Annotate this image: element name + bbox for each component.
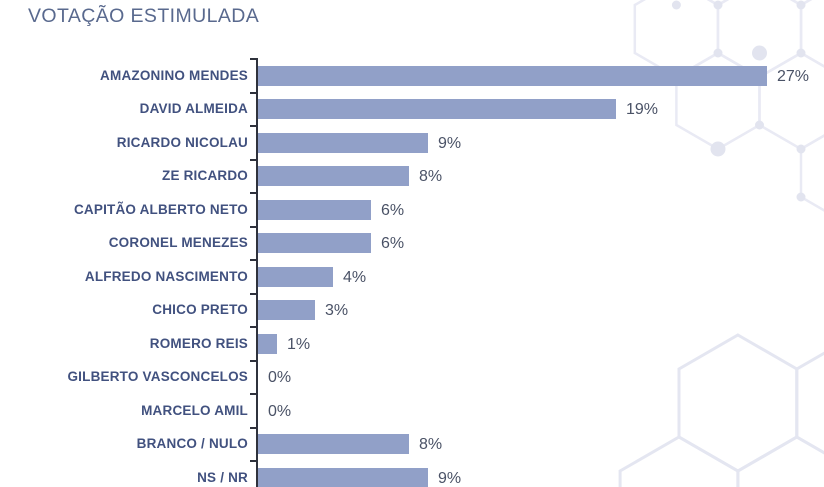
- axis-tick: [250, 259, 257, 261]
- category-label: ZE RICARDO: [162, 168, 248, 183]
- bar: [258, 434, 409, 454]
- axis-tick: [250, 326, 257, 328]
- bar: [258, 65, 767, 86]
- chart-row: AMAZONINO MENDES 27%: [0, 65, 824, 86]
- axis-tick: [250, 125, 257, 127]
- bar: [258, 166, 409, 186]
- chart-row: MARCELO AMIL 0%: [0, 401, 824, 421]
- bar: [258, 99, 616, 119]
- bar: [258, 266, 333, 287]
- axis-tick: [250, 393, 257, 395]
- axis-tick: [250, 359, 257, 362]
- category-label: CORONEL MENEZES: [108, 235, 248, 250]
- axis-tick: [250, 91, 257, 94]
- category-label: AMAZONINO MENDES: [100, 67, 248, 83]
- category-label: RICARDO NICOLAU: [116, 134, 248, 150]
- value-label: 0%: [268, 402, 292, 420]
- chart-row: GILBERTO VASCONCELOS 0%: [0, 367, 824, 387]
- chart-title: VOTAÇÃO ESTIMULADA: [28, 5, 260, 27]
- axis-tick: [250, 158, 257, 161]
- value-label: 1%: [287, 335, 311, 353]
- value-label: 6%: [381, 201, 405, 219]
- category-label: CAPITÃO ALBERTO NETO: [73, 201, 248, 217]
- category-label: ALFREDO NASCIMENTO: [84, 268, 248, 284]
- category-label: ROMERO REIS: [149, 335, 248, 351]
- chart-row: RICARDO NICOLAU 9%: [0, 132, 824, 153]
- chart-row: CAPITÃO ALBERTO NETO 6%: [0, 199, 824, 220]
- bar: [258, 300, 315, 320]
- axis-tick: [250, 292, 257, 295]
- chart-row: ZE RICARDO 8%: [0, 166, 824, 186]
- value-label: 19%: [626, 101, 659, 118]
- axis-tick: [250, 192, 257, 194]
- value-label: 0%: [268, 369, 292, 386]
- category-label: GILBERTO VASCONCELOS: [67, 369, 248, 384]
- chart-row: CHICO PRETO 3%: [0, 300, 824, 320]
- value-label: 4%: [343, 268, 367, 286]
- bar: [258, 233, 371, 253]
- chart-row: DAVID ALMEIDA 19%: [0, 99, 824, 119]
- value-label: 27%: [777, 67, 810, 85]
- chart-row: CORONEL MENEZES 6%: [0, 233, 824, 253]
- axis-tick: [250, 426, 257, 429]
- bar: [258, 467, 428, 487]
- axis-tick: [250, 460, 257, 462]
- chart-row: ROMERO REIS 1%: [0, 333, 824, 354]
- category-label: CHICO PRETO: [152, 302, 248, 317]
- bar: [258, 199, 371, 220]
- category-label: NS / NR: [197, 469, 248, 485]
- value-label: 6%: [381, 235, 405, 252]
- category-label: DAVID ALMEIDA: [139, 101, 248, 116]
- chart-row: BRANCO / NULO 8%: [0, 434, 824, 454]
- axis-tick: [250, 58, 257, 60]
- value-label: 3%: [325, 302, 349, 319]
- axis-tick: [250, 225, 257, 228]
- category-label: BRANCO / NULO: [136, 436, 248, 451]
- chart-row: ALFREDO NASCIMENTO 4%: [0, 266, 824, 287]
- value-label: 9%: [438, 469, 462, 487]
- value-label: 8%: [419, 436, 443, 453]
- y-axis-line: [256, 58, 258, 487]
- bar: [258, 333, 277, 354]
- value-label: 8%: [419, 168, 443, 185]
- chart-row: NS / NR 9%: [0, 467, 824, 487]
- value-label: 9%: [438, 134, 462, 152]
- category-label: MARCELO AMIL: [141, 402, 248, 418]
- bar: [258, 132, 428, 153]
